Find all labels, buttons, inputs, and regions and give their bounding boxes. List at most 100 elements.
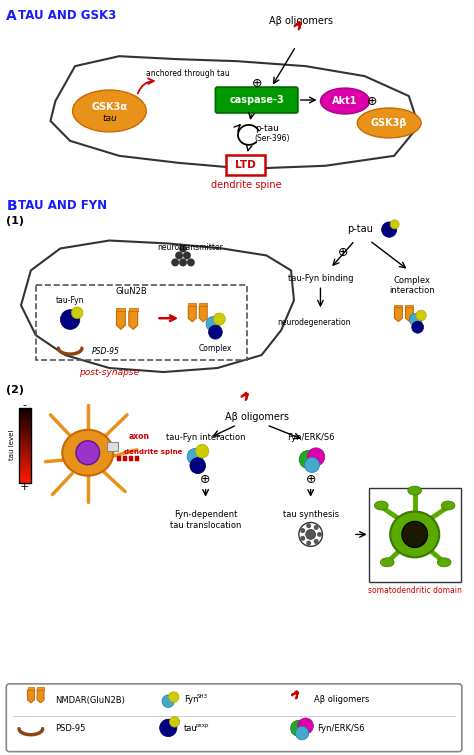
- Text: Aβ oligomers: Aβ oligomers: [225, 412, 289, 422]
- Bar: [19, 429, 31, 430]
- Bar: [19, 416, 31, 417]
- Circle shape: [317, 532, 322, 537]
- Text: ⊕: ⊕: [305, 473, 316, 486]
- Text: +: +: [20, 482, 30, 492]
- Circle shape: [306, 541, 311, 546]
- Polygon shape: [394, 307, 402, 322]
- Bar: [19, 455, 31, 456]
- Circle shape: [169, 692, 179, 702]
- Polygon shape: [117, 311, 125, 329]
- Text: dendrite spine: dendrite spine: [210, 180, 281, 190]
- Circle shape: [306, 529, 316, 539]
- Bar: [19, 451, 31, 453]
- Text: ⊕: ⊕: [367, 94, 378, 107]
- Circle shape: [306, 523, 311, 528]
- Bar: [19, 459, 31, 460]
- Circle shape: [175, 251, 183, 260]
- Bar: [135, 456, 139, 461]
- Bar: [19, 434, 31, 435]
- Text: Complex: Complex: [199, 344, 232, 353]
- Ellipse shape: [441, 501, 455, 510]
- Ellipse shape: [390, 511, 439, 557]
- Bar: [369, 488, 461, 582]
- Bar: [19, 481, 31, 482]
- Text: TAU AND GSK3: TAU AND GSK3: [18, 9, 116, 23]
- Polygon shape: [188, 307, 196, 322]
- Bar: [19, 464, 31, 466]
- Circle shape: [299, 451, 317, 468]
- Circle shape: [295, 726, 309, 740]
- Bar: [19, 473, 31, 475]
- Text: tau-Fyn binding: tau-Fyn binding: [288, 274, 353, 283]
- Bar: [19, 466, 31, 467]
- Bar: [19, 472, 31, 473]
- Circle shape: [299, 522, 322, 547]
- Polygon shape: [129, 311, 137, 329]
- Bar: [19, 417, 31, 418]
- Text: GluN2B: GluN2B: [115, 287, 147, 296]
- Circle shape: [300, 536, 305, 541]
- Bar: [19, 433, 31, 434]
- Bar: [19, 448, 31, 450]
- Circle shape: [179, 258, 187, 267]
- Text: dendrite spine: dendrite spine: [124, 448, 182, 455]
- Ellipse shape: [320, 88, 370, 114]
- Circle shape: [209, 325, 222, 339]
- Bar: [19, 423, 31, 424]
- Text: Aβ oligomers: Aβ oligomers: [269, 17, 333, 26]
- Text: somatodendritic domain: somatodendritic domain: [368, 586, 462, 595]
- Circle shape: [416, 310, 426, 321]
- Text: Fyn/ERK/S6: Fyn/ERK/S6: [287, 433, 334, 442]
- Bar: [19, 467, 31, 469]
- Bar: [19, 408, 31, 409]
- Text: p-tau: p-tau: [347, 223, 373, 233]
- FancyBboxPatch shape: [6, 684, 462, 752]
- Text: tau level: tau level: [9, 430, 15, 460]
- Text: p-tau: p-tau: [255, 125, 279, 134]
- Circle shape: [190, 458, 206, 473]
- Bar: [394, 304, 402, 307]
- Text: LTD: LTD: [236, 160, 256, 170]
- Bar: [199, 304, 207, 307]
- Bar: [19, 461, 31, 462]
- Text: NMDAR(GluN2B): NMDAR(GluN2B): [55, 696, 125, 705]
- Bar: [19, 454, 31, 455]
- Circle shape: [412, 321, 424, 333]
- Text: Fyn/ERK/S6: Fyn/ERK/S6: [318, 724, 365, 733]
- Bar: [19, 460, 31, 461]
- Circle shape: [300, 528, 305, 533]
- Bar: [19, 414, 31, 416]
- Text: tau: tau: [102, 115, 117, 124]
- Text: tau translocation: tau translocation: [170, 522, 241, 531]
- Circle shape: [160, 720, 177, 737]
- Bar: [19, 447, 31, 448]
- Bar: [19, 439, 31, 441]
- Bar: [19, 422, 31, 423]
- Bar: [19, 462, 31, 463]
- Text: tau-Fyn: tau-Fyn: [56, 296, 84, 305]
- Bar: [19, 419, 31, 420]
- Text: (1): (1): [6, 216, 24, 226]
- Bar: [19, 436, 31, 437]
- Bar: [19, 457, 31, 458]
- Bar: [129, 308, 137, 311]
- Circle shape: [314, 525, 319, 530]
- Circle shape: [183, 251, 191, 260]
- Bar: [19, 450, 31, 451]
- Circle shape: [72, 307, 83, 319]
- Circle shape: [410, 313, 422, 326]
- Ellipse shape: [438, 558, 451, 567]
- Text: ⊕: ⊕: [338, 246, 348, 259]
- Bar: [19, 426, 31, 427]
- Ellipse shape: [62, 430, 113, 476]
- Text: tau synthesis: tau synthesis: [283, 510, 339, 519]
- Bar: [19, 476, 31, 478]
- Text: Fyn-dependent: Fyn-dependent: [174, 510, 237, 519]
- Bar: [19, 411, 31, 412]
- Bar: [129, 456, 133, 461]
- Bar: [19, 458, 31, 459]
- Circle shape: [390, 220, 399, 229]
- Ellipse shape: [357, 108, 421, 138]
- Bar: [19, 444, 31, 445]
- Bar: [123, 456, 127, 461]
